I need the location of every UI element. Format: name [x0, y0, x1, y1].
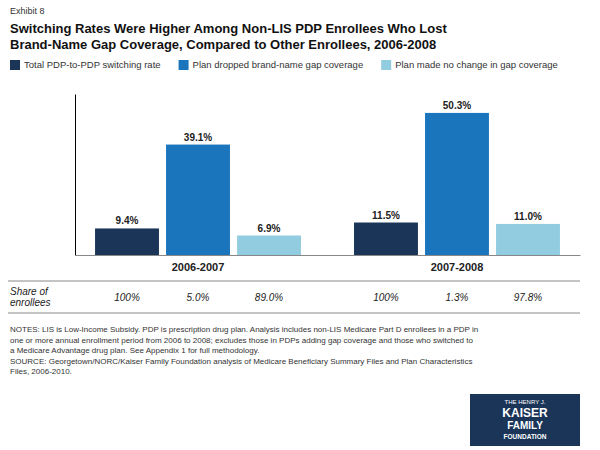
- share-row-label-line: Share of: [10, 286, 49, 297]
- x-tick-label: 2007-2008: [431, 261, 484, 273]
- logo-text-line: KAISER: [502, 406, 548, 420]
- title-line: Brand-Name Gap Coverage, Compared to Oth…: [10, 37, 436, 52]
- exhibit-label: Exhibit 8: [10, 6, 45, 16]
- share-row-rule: [8, 281, 580, 282]
- share-value: 100%: [373, 292, 399, 303]
- note-line: one or more annual enrollment period fro…: [10, 336, 474, 345]
- data-label: 39.1%: [184, 132, 212, 143]
- legend-item: Plan dropped brand-name gap coverage: [179, 59, 364, 70]
- bar: [95, 228, 159, 255]
- data-label: 9.4%: [116, 215, 139, 226]
- x-tick: 2007-2008: [431, 261, 484, 273]
- legend-label: Plan made no change in gap coverage: [395, 59, 558, 70]
- bar: [237, 236, 301, 255]
- legend-label: Plan dropped brand-name gap coverage: [193, 59, 364, 70]
- logo-text-line: THE HENRY J.: [505, 399, 546, 405]
- legend: Total PDP-to-PDP switching rate Plan drop…: [10, 59, 558, 70]
- data-label: 6.9%: [258, 223, 281, 234]
- share-value: 5.0%: [187, 292, 210, 303]
- exhibit-label-line: Exhibit 8: [10, 6, 45, 16]
- data-label: 11.0%: [514, 211, 542, 222]
- share-value: 1.3%: [446, 292, 469, 303]
- title: Switching Rates Were Higher Among Non-LI…: [10, 21, 447, 52]
- note-line: Files, 2006-2010.: [10, 367, 72, 376]
- logo-box: [470, 394, 580, 446]
- share-value: 97.8%: [514, 292, 542, 303]
- chart: Exhibit 8 Switching Rates Were Higher Amo…: [0, 0, 600, 450]
- legend-item: Plan made no change in gap coverage: [381, 59, 558, 70]
- y-axis-line: [75, 95, 76, 256]
- bar: [354, 223, 418, 255]
- notes: NOTES: LIS is Low-Income Subsidy. PDP is…: [10, 325, 478, 376]
- share-row-label: Share ofenrollees: [10, 286, 51, 308]
- note: NOTES: LIS is Low-Income Subsidy. PDP is…: [10, 325, 478, 355]
- share-value: 89.0%: [255, 292, 283, 303]
- bars: [95, 113, 560, 255]
- data-label: 50.3%: [443, 100, 471, 111]
- legend-swatch: [179, 60, 189, 70]
- note-line: a Medicare Advantage drug plan. See Appe…: [10, 346, 259, 355]
- x-tick-label: 2006-2007: [172, 261, 225, 273]
- legend-swatch: [10, 60, 20, 70]
- x-tick: 2006-2007: [172, 261, 225, 273]
- logo-text-line: FAMILY: [507, 420, 543, 431]
- share-row-rule: [8, 313, 580, 314]
- data-label: 11.5%: [372, 210, 400, 221]
- note-line: NOTES: LIS is Low-Income Subsidy. PDP is…: [10, 325, 478, 334]
- logo-text: THE HENRY J.KAISERFAMILY FOUNDATION: [502, 399, 548, 440]
- bar: [425, 113, 489, 255]
- bar: [166, 145, 230, 255]
- share-value: 100%: [114, 292, 140, 303]
- x-axis-line: [76, 255, 581, 256]
- logo-text-line: FOUNDATION: [504, 433, 547, 440]
- x-axis: 2006-2007 2007-2008: [76, 256, 581, 273]
- note: SOURCE: Georgetown/NORC/Kaiser Family Fo…: [10, 357, 472, 377]
- legend-label: Total PDP-to-PDP switching rate: [24, 59, 161, 70]
- data-labels: 9.4% 11.5% 39.1% 50.3% 6.9% 11.0%: [116, 100, 542, 234]
- share-row: Share ofenrollees 100% 100% 5.0% 1.3% 89.0% 97…: [8, 281, 580, 313]
- note-line: SOURCE: Georgetown/NORC/Kaiser Family Fo…: [10, 357, 472, 366]
- logo: THE HENRY J.KAISERFAMILY FOUNDATION: [470, 394, 580, 446]
- legend-item: Total PDP-to-PDP switching rate: [10, 59, 161, 70]
- title-line: Switching Rates Were Higher Among Non-LI…: [10, 21, 447, 36]
- legend-swatch: [381, 60, 391, 70]
- share-row-label-line: enrollees: [10, 297, 51, 308]
- y-axis: [75, 95, 76, 256]
- bar: [496, 224, 560, 255]
